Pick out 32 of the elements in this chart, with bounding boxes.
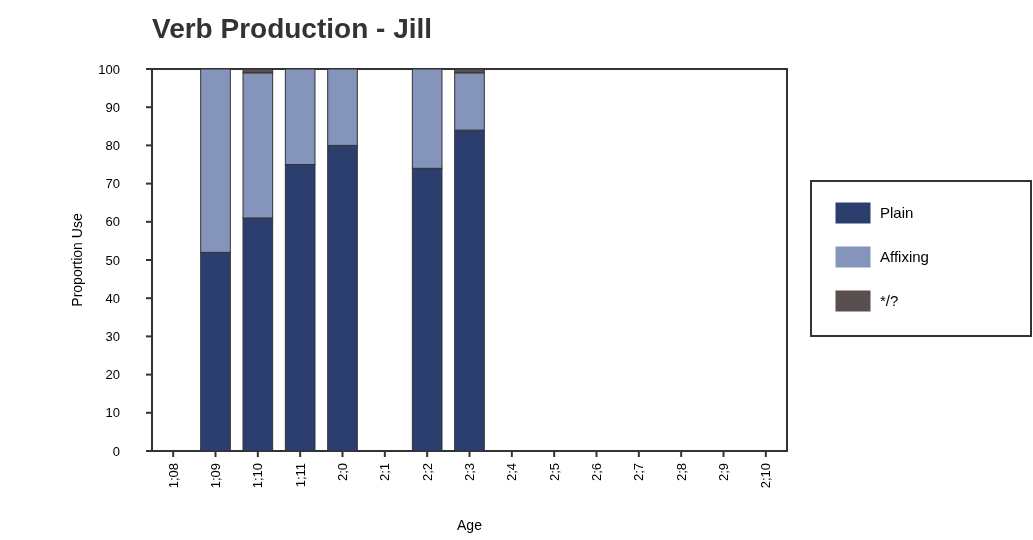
- x-tick-label: 2;8: [673, 463, 689, 482]
- legend-label: Affixing: [880, 248, 929, 266]
- y-tick-label: 70: [105, 176, 120, 192]
- legend-label: Plain: [880, 204, 914, 222]
- x-tick-label: 2;2: [419, 463, 435, 482]
- x-tick-label: 2;7: [631, 463, 647, 482]
- x-axis-title: Age: [457, 517, 483, 533]
- x-tick-label: 2;1: [377, 463, 393, 482]
- x-tick-label: 2;6: [589, 463, 605, 482]
- y-tick-label: 20: [105, 367, 120, 383]
- x-tick-label: 2;5: [546, 463, 562, 482]
- y-tick-label: 40: [105, 290, 120, 306]
- x-tick-label: 2;10: [758, 463, 774, 489]
- y-tick-label: 80: [105, 137, 120, 153]
- x-tick-label: 2;3: [462, 463, 478, 482]
- y-axis-title: Proportion Use: [69, 213, 85, 307]
- x-tick-label: 2;9: [716, 463, 732, 482]
- chart-title: Verb Production - Jill: [152, 13, 433, 44]
- x-tick-label: 2;0: [335, 463, 351, 482]
- y-tick-label: 0: [112, 443, 120, 459]
- y-tick-label: 50: [105, 252, 120, 268]
- legend-label: */?: [880, 292, 899, 310]
- x-tick-label: 2;4: [504, 463, 520, 482]
- y-tick-label: 100: [98, 61, 120, 77]
- y-tick-label: 10: [105, 405, 120, 421]
- x-tick-label: 1;08: [165, 463, 181, 489]
- y-tick-label: 90: [105, 99, 120, 115]
- x-tick-label: 1;11: [292, 463, 308, 488]
- x-tick-label: 1;10: [250, 463, 266, 489]
- x-tick-label: 1;09: [208, 463, 224, 489]
- y-tick-label: 60: [105, 214, 120, 230]
- y-tick-label: 30: [105, 328, 120, 344]
